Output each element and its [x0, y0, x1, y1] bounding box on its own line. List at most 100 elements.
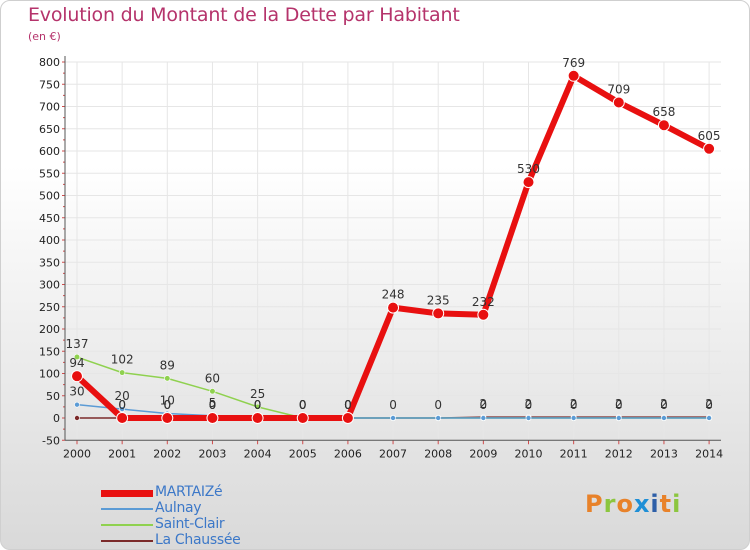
- data-point-saint-clair: [73, 353, 81, 361]
- y-tick-label: -50: [42, 434, 60, 447]
- data-label-saint-clair: 137: [66, 337, 89, 351]
- y-tick-label: 700: [39, 101, 60, 114]
- data-label-martaize: 0: [254, 398, 262, 412]
- data-label-martaize: 0: [163, 398, 171, 412]
- data-label-aulnay: 30: [69, 385, 84, 399]
- data-label-martaize: 0: [118, 398, 126, 412]
- chart-legend: MARTAIZé Aulnay Saint-Clair La Chaussée: [101, 484, 321, 549]
- data-point-aulnay: [119, 406, 125, 412]
- x-tick-label: 2014: [695, 447, 723, 460]
- y-tick-label: 50: [46, 390, 60, 403]
- data-label-saint-clair: 0: [705, 398, 713, 412]
- data-label-martaize: 235: [427, 293, 450, 307]
- x-tick-label: 2009: [469, 447, 497, 460]
- data-label-la-chaussee: 2: [615, 397, 623, 411]
- data-label-aulnay: 0: [344, 398, 352, 412]
- y-tick-label: 400: [39, 234, 60, 247]
- y-tick-label: 200: [39, 323, 60, 336]
- data-label-aulnay: 0: [254, 398, 262, 412]
- x-tick-label: 2006: [334, 447, 362, 460]
- data-label-martaize: 232: [472, 295, 495, 309]
- data-label-la-chaussee: 0: [118, 398, 126, 412]
- data-label-saint-clair: 0: [344, 398, 352, 412]
- data-point-martaize: [477, 308, 490, 321]
- data-point-martaize: [116, 412, 129, 424]
- data-label-martaize: 769: [562, 56, 585, 70]
- logo-letter: x: [633, 490, 651, 518]
- legend-label: Saint-Clair: [155, 516, 225, 532]
- x-tick-label: 2001: [108, 447, 136, 460]
- data-point-aulnay: [480, 415, 487, 421]
- data-label-martaize: 94: [69, 356, 84, 370]
- data-point-la-chaussee: [74, 415, 80, 421]
- data-label-martaize: 530: [517, 162, 540, 176]
- data-label-martaize: 0: [209, 398, 217, 412]
- chart-title: Evolution du Montant de la Dette par Hab…: [28, 4, 460, 26]
- x-tick-label: 2011: [560, 447, 588, 460]
- y-tick-label: 600: [39, 145, 60, 158]
- data-point-martaize: [387, 301, 400, 314]
- data-label-la-chaussee: 0: [389, 398, 397, 412]
- y-tick-label: 500: [39, 190, 60, 203]
- data-label-saint-clair: 0: [615, 398, 623, 412]
- data-label-saint-clair: 102: [111, 353, 134, 367]
- data-point-aulnay: [706, 415, 712, 421]
- data-label-aulnay: 10: [160, 394, 175, 408]
- y-tick-label: 800: [39, 56, 60, 69]
- data-label-martaize: 0: [344, 398, 352, 412]
- chart-unit-subtitle: (en €): [28, 30, 61, 43]
- x-tick-label: 2012: [605, 447, 633, 460]
- data-label-aulnay: 5: [209, 396, 217, 410]
- data-label-la-chaussee: 2: [705, 397, 713, 411]
- proxiti-logo: Proxiti: [585, 490, 681, 518]
- data-point-aulnay: [615, 415, 622, 421]
- data-label-martaize: 605: [698, 129, 721, 143]
- data-label-saint-clair: 0: [480, 398, 488, 412]
- x-tick-label: 2008: [424, 447, 452, 460]
- data-point-aulnay: [525, 415, 532, 421]
- data-point-martaize: [296, 412, 309, 424]
- data-label-martaize: 658: [652, 105, 675, 119]
- data-point-martaize: [657, 119, 670, 132]
- x-tick-label: 2004: [244, 447, 272, 460]
- legend-item-saint-clair: Saint-Clair: [101, 516, 321, 533]
- y-tick-label: 100: [39, 368, 60, 381]
- data-point-martaize: [71, 370, 83, 383]
- legend-swatch: [101, 508, 153, 510]
- data-label-saint-clair: 25: [250, 387, 265, 401]
- data-point-martaize: [612, 96, 625, 109]
- y-tick-label: 150: [39, 345, 60, 358]
- data-label-saint-clair: 0: [299, 398, 307, 412]
- data-label-saint-clair: 0: [570, 398, 578, 412]
- data-label-la-chaussee: 2: [660, 397, 668, 411]
- legend-label: Aulnay: [155, 500, 202, 516]
- legend-item-la-chaussee: La Chaussée: [101, 532, 321, 549]
- data-label-martaize: 709: [607, 82, 630, 96]
- data-point-martaize: [703, 142, 716, 155]
- x-tick-label: 2013: [650, 447, 678, 460]
- legend-swatch: [101, 540, 153, 542]
- y-tick-label: 350: [39, 256, 60, 269]
- data-point-martaize: [567, 69, 580, 82]
- legend-label: MARTAIZé: [155, 484, 223, 500]
- data-label-la-chaussee: 0: [209, 398, 217, 412]
- legend-swatch: [101, 489, 153, 497]
- x-tick-label: 2005: [289, 447, 317, 460]
- data-label-saint-clair: 0: [660, 398, 668, 412]
- data-point-saint-clair: [209, 388, 216, 395]
- y-tick-label: 650: [39, 123, 60, 136]
- data-point-martaize: [432, 307, 445, 320]
- x-tick-label: 2002: [153, 447, 181, 460]
- data-label-aulnay: 20: [115, 389, 130, 403]
- data-label-la-chaussee: 2: [525, 397, 533, 411]
- y-tick-label: 750: [39, 78, 60, 91]
- x-tick-label: 2003: [198, 447, 226, 460]
- x-tick-label: 2007: [379, 447, 407, 460]
- data-point-aulnay: [435, 415, 442, 421]
- data-point-aulnay: [74, 401, 80, 408]
- legend-item-martaize: MARTAIZé: [101, 484, 321, 501]
- data-point-martaize: [251, 412, 264, 424]
- data-label-la-chaussee: 0: [434, 398, 442, 412]
